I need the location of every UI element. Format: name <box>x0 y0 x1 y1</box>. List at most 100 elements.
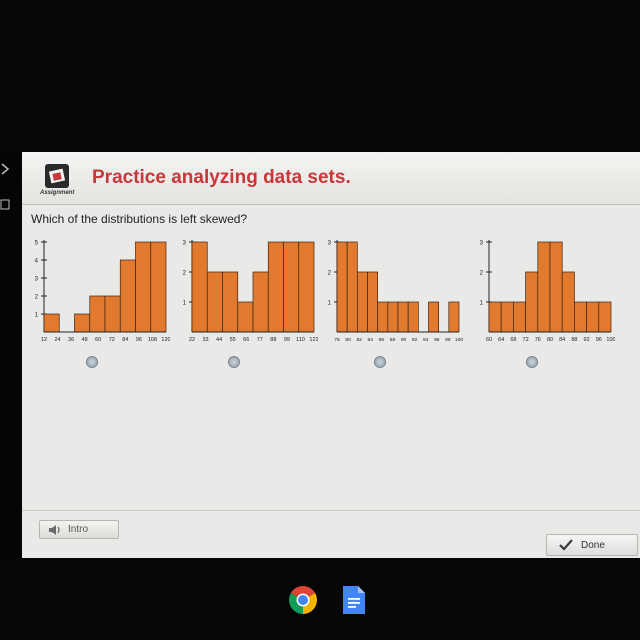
x-tick-label: 90 <box>401 337 407 343</box>
x-tick-label: 33 <box>202 337 208 343</box>
histogram-bar <box>387 301 399 333</box>
assignment-logo <box>45 164 69 188</box>
histogram-bar <box>407 301 419 333</box>
histogram-bar <box>346 241 358 333</box>
x-tick-label: 84 <box>559 337 565 343</box>
x-tick-label: 24 <box>54 337 60 343</box>
x-tick-label: 88 <box>270 337 276 343</box>
answer-radio-1[interactable] <box>86 356 98 368</box>
chrome-icon[interactable] <box>287 584 319 616</box>
y-tick-label: 2 <box>183 271 187 277</box>
histogram-bar <box>356 271 368 333</box>
histogram-bar <box>377 301 389 333</box>
checkmark-icon <box>559 539 573 551</box>
x-tick-label: 96 <box>434 337 440 343</box>
x-tick-label: 36 <box>68 337 74 343</box>
logo-caption: Assignment <box>40 190 75 196</box>
x-tick-label: 84 <box>368 337 374 343</box>
question-prompt: Which of the distributions is left skewe… <box>31 212 248 226</box>
y-tick-label: 3 <box>183 241 187 247</box>
y-tick-label: 3 <box>480 241 484 247</box>
x-tick-label: 88 <box>390 337 396 343</box>
intro-button-label: Intro <box>68 524 89 535</box>
histogram-bar <box>448 301 460 333</box>
speaker-icon <box>49 525 60 535</box>
histogram-bar <box>206 271 223 333</box>
y-tick-label: 5 <box>35 241 39 247</box>
histogram-bar <box>150 241 167 333</box>
y-tick-label: 2 <box>35 295 39 301</box>
side-menu-icon <box>0 199 10 210</box>
done-button[interactable]: Done <box>546 534 638 556</box>
x-tick-label: 96 <box>596 337 602 343</box>
histogram-bar <box>222 271 239 333</box>
x-tick-label: 12 <box>41 337 47 343</box>
histogram-bar <box>525 271 539 333</box>
histogram-bar <box>74 313 91 333</box>
answer-radio-4[interactable] <box>526 356 538 368</box>
y-tick-label: 1 <box>328 301 332 307</box>
histogram-option-4: 1 2 3 60 64 68 72 76 80 84 88 92 96 100 <box>480 240 615 343</box>
x-tick-label: 60 <box>486 337 492 343</box>
x-tick-label: 110 <box>296 337 305 343</box>
x-tick-label: 94 <box>423 337 429 343</box>
histogram-bar <box>574 301 587 333</box>
x-tick-label: 60 <box>95 337 101 343</box>
x-tick-label: 80 <box>547 337 553 343</box>
monitor-bezel <box>0 0 640 150</box>
histogram-bar <box>367 271 379 333</box>
histogram-bar <box>488 301 502 333</box>
histogram-bar <box>428 301 440 333</box>
y-tick-label: 1 <box>480 301 484 307</box>
x-tick-label: 78 <box>334 337 340 343</box>
done-button-label: Done <box>581 540 605 551</box>
x-tick-label: 82 <box>356 337 362 343</box>
y-tick-label: 3 <box>35 277 39 283</box>
x-tick-label: 98 <box>445 337 451 343</box>
histogram-bar <box>283 241 300 333</box>
x-tick-label: 100 <box>606 337 615 343</box>
x-tick-label: 66 <box>243 337 249 343</box>
x-tick-label: 92 <box>584 337 590 343</box>
assignment-header: Assignment Practice analyzing data sets. <box>22 152 640 205</box>
x-tick-label: 48 <box>82 337 88 343</box>
histogram-bar <box>513 301 526 333</box>
x-tick-label: 92 <box>412 337 418 343</box>
histogram-bar <box>237 301 254 333</box>
y-tick-label: 1 <box>35 313 39 319</box>
histogram-bar <box>43 313 60 333</box>
x-tick-label: 44 <box>216 337 222 343</box>
histogram-bar <box>500 301 514 333</box>
taskbar <box>0 560 640 640</box>
x-tick-label: 86 <box>379 337 385 343</box>
answer-radio-3[interactable] <box>374 356 386 368</box>
y-tick-label: 3 <box>328 241 332 247</box>
x-tick-label: 96 <box>136 337 142 343</box>
x-tick-label: 100 <box>455 337 463 343</box>
y-tick-label: 2 <box>480 271 484 277</box>
x-tick-label: 120 <box>161 337 170 343</box>
histogram-bar <box>267 241 284 333</box>
histogram-bar <box>549 241 563 333</box>
x-tick-label: 77 <box>257 337 263 343</box>
assignment-logo-icon <box>48 168 66 184</box>
histogram-option-3: 1 2 3 78 80 82 84 86 88 90 92 94 96 98 100 <box>328 240 463 343</box>
histogram-bar <box>119 259 136 333</box>
answer-radio-2[interactable] <box>228 356 240 368</box>
x-tick-label: 84 <box>122 337 128 343</box>
y-tick-label: 4 <box>35 259 39 265</box>
histogram-bar <box>586 301 600 333</box>
x-tick-label: 72 <box>109 337 115 343</box>
histogram-bar <box>336 241 348 333</box>
histogram-bar <box>135 241 152 333</box>
x-tick-label: 68 <box>510 337 516 343</box>
page-title: Practice analyzing data sets. <box>92 167 351 188</box>
side-arrow-icon <box>1 163 10 175</box>
x-tick-label: 72 <box>523 337 529 343</box>
x-tick-label: 99 <box>284 337 290 343</box>
histogram-bar <box>89 295 106 333</box>
docs-icon[interactable] <box>343 586 365 614</box>
intro-button[interactable]: Intro <box>39 520 119 539</box>
histogram-bar <box>397 301 409 333</box>
